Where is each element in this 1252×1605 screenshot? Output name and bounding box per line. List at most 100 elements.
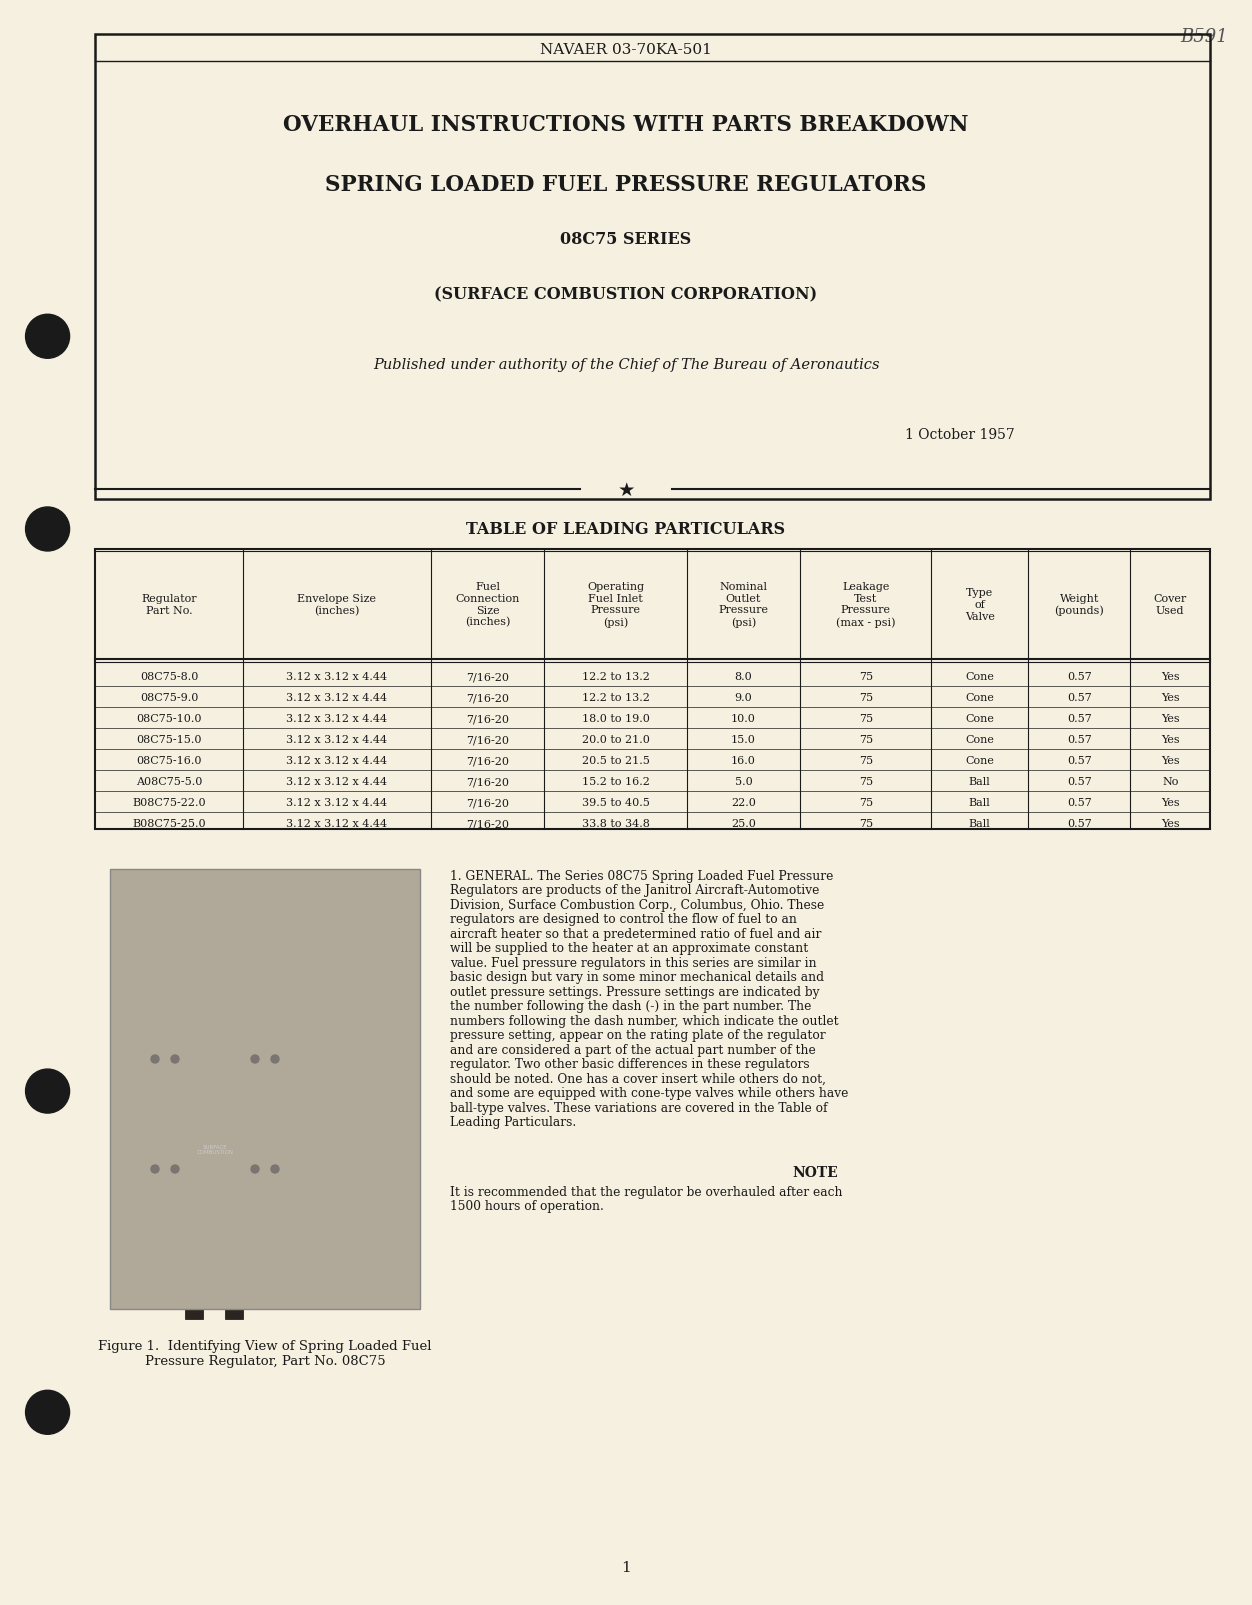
Text: 08C75-16.0: 08C75-16.0 (136, 756, 202, 766)
Text: Cone: Cone (965, 714, 994, 724)
Text: 1. GENERAL. The Series 08C75 Spring Loaded Fuel Pressure: 1. GENERAL. The Series 08C75 Spring Load… (449, 870, 834, 883)
Text: 15.2 to 16.2: 15.2 to 16.2 (582, 777, 650, 786)
Bar (110, 870, 419, 1310)
Text: value. Fuel pressure regulators in this series are similar in: value. Fuel pressure regulators in this … (449, 957, 816, 969)
Circle shape (151, 1165, 159, 1173)
Text: A08C75-5.0: A08C75-5.0 (135, 777, 202, 786)
Text: 7/16-20: 7/16-20 (466, 819, 510, 830)
Text: 3.12 x 3.12 x 4.44: 3.12 x 3.12 x 4.44 (287, 798, 387, 807)
Text: Cone: Cone (965, 735, 994, 745)
Text: B08C75-25.0: B08C75-25.0 (133, 819, 205, 830)
Text: 1500 hours of operation.: 1500 hours of operation. (449, 1201, 603, 1213)
Text: 0.57: 0.57 (1067, 693, 1092, 703)
Bar (95, 35, 1209, 499)
Text: 0.57: 0.57 (1067, 735, 1092, 745)
Text: 16.0: 16.0 (731, 756, 756, 766)
Text: 75: 75 (859, 777, 873, 786)
Text: 7/16-20: 7/16-20 (466, 693, 510, 703)
Text: Yes: Yes (1161, 798, 1179, 807)
Bar (95, 549, 1209, 830)
Text: Regulators are products of the Janitrol Aircraft-Automotive: Regulators are products of the Janitrol … (449, 884, 819, 897)
Text: Yes: Yes (1161, 672, 1179, 682)
Text: Yes: Yes (1161, 819, 1179, 830)
Text: 75: 75 (859, 693, 873, 703)
Circle shape (25, 1069, 70, 1114)
Text: Regulator
Part No.: Regulator Part No. (141, 594, 197, 615)
Text: aircraft heater so that a predetermined ratio of fuel and air: aircraft heater so that a predetermined … (449, 928, 821, 941)
Text: 75: 75 (859, 672, 873, 682)
Text: numbers following the dash number, which indicate the outlet: numbers following the dash number, which… (449, 1014, 839, 1027)
Text: 3.12 x 3.12 x 4.44: 3.12 x 3.12 x 4.44 (287, 714, 387, 724)
Text: 0.57: 0.57 (1067, 714, 1092, 724)
Text: 75: 75 (859, 819, 873, 830)
Circle shape (250, 1165, 259, 1173)
Text: 3.12 x 3.12 x 4.44: 3.12 x 3.12 x 4.44 (287, 756, 387, 766)
Text: will be supplied to the heater at an approximate constant: will be supplied to the heater at an app… (449, 942, 809, 955)
Text: 33.8 to 34.8: 33.8 to 34.8 (582, 819, 650, 830)
Text: 0.57: 0.57 (1067, 777, 1092, 786)
Text: 0.57: 0.57 (1067, 672, 1092, 682)
Text: 08C75-10.0: 08C75-10.0 (136, 714, 202, 724)
Bar (130, 1229, 150, 1244)
Text: ball-type valves. These variations are covered in the Table of: ball-type valves. These variations are c… (449, 1101, 828, 1114)
Text: 18.0 to 19.0: 18.0 to 19.0 (582, 714, 650, 724)
Text: Published under authority of the Chief of The Bureau of Aeronautics: Published under authority of the Chief o… (373, 358, 879, 372)
Text: 39.5 to 40.5: 39.5 to 40.5 (582, 798, 650, 807)
Text: Yes: Yes (1161, 756, 1179, 766)
Text: should be noted. One has a cover insert while others do not,: should be noted. One has a cover insert … (449, 1072, 826, 1085)
Circle shape (270, 1165, 279, 1173)
Text: Division, Surface Combustion Corp., Columbus, Ohio. These: Division, Surface Combustion Corp., Colu… (449, 899, 824, 912)
Text: basic design but vary in some minor mechanical details and: basic design but vary in some minor mech… (449, 971, 824, 984)
Text: Type
of
Valve: Type of Valve (965, 587, 994, 621)
Bar (280, 1239, 305, 1252)
Text: Ball: Ball (969, 777, 990, 786)
Text: Operating
Fuel Inlet
Pressure
(psi): Operating Fuel Inlet Pressure (psi) (587, 583, 644, 628)
Circle shape (25, 507, 70, 552)
Text: 9.0: 9.0 (735, 693, 752, 703)
Text: No: No (1162, 777, 1178, 786)
Text: Leading Particulars.: Leading Particulars. (449, 1115, 576, 1128)
Text: 7/16-20: 7/16-20 (466, 714, 510, 724)
Text: Yes: Yes (1161, 714, 1179, 724)
Text: 08C75-15.0: 08C75-15.0 (136, 735, 202, 745)
Text: Fuel
Connection
Size
(inches): Fuel Connection Size (inches) (456, 583, 520, 628)
Circle shape (151, 1056, 159, 1064)
Text: Cone: Cone (965, 672, 994, 682)
Polygon shape (140, 1209, 280, 1289)
Text: 25.0: 25.0 (731, 819, 756, 830)
Text: 75: 75 (859, 735, 873, 745)
Text: 7/16-20: 7/16-20 (466, 735, 510, 745)
Text: 3.12 x 3.12 x 4.44: 3.12 x 3.12 x 4.44 (287, 672, 387, 682)
Text: Ball: Ball (969, 819, 990, 830)
Text: 08C75-8.0: 08C75-8.0 (140, 672, 198, 682)
Text: 0.57: 0.57 (1067, 756, 1092, 766)
Circle shape (172, 1056, 179, 1064)
Text: 15.0: 15.0 (731, 735, 756, 745)
Text: regulators are designed to control the flow of fuel to an: regulators are designed to control the f… (449, 913, 796, 926)
Text: Cover
Used: Cover Used (1153, 594, 1187, 615)
Circle shape (25, 315, 70, 360)
Text: Nominal
Outlet
Pressure
(psi): Nominal Outlet Pressure (psi) (719, 583, 769, 628)
Text: NAVAER 03-70KA-501: NAVAER 03-70KA-501 (540, 43, 712, 56)
Text: 75: 75 (859, 714, 873, 724)
Text: 7/16-20: 7/16-20 (466, 756, 510, 766)
Text: Leakage
Test
Pressure
(max - psi): Leakage Test Pressure (max - psi) (836, 583, 895, 628)
Text: OVERHAUL INSTRUCTIONS WITH PARTS BREAKDOWN: OVERHAUL INSTRUCTIONS WITH PARTS BREAKDO… (283, 114, 969, 136)
Text: 1 October 1957: 1 October 1957 (905, 429, 1015, 441)
Text: It is recommended that the regulator be overhauled after each: It is recommended that the regulator be … (449, 1184, 843, 1199)
Text: the number following the dash (-) in the part number. The: the number following the dash (-) in the… (449, 1000, 811, 1013)
Circle shape (270, 1056, 279, 1064)
Text: B591: B591 (1179, 27, 1228, 47)
Text: 12.2 to 13.2: 12.2 to 13.2 (582, 693, 650, 703)
Text: Cone: Cone (965, 693, 994, 703)
Text: 1: 1 (621, 1560, 631, 1575)
Text: 75: 75 (859, 798, 873, 807)
Circle shape (250, 1056, 259, 1064)
Polygon shape (195, 899, 235, 1040)
Text: Envelope Size
(inches): Envelope Size (inches) (297, 594, 377, 616)
Text: 3.12 x 3.12 x 4.44: 3.12 x 3.12 x 4.44 (287, 819, 387, 830)
Text: SPRING LOADED FUEL PRESSURE REGULATORS: SPRING LOADED FUEL PRESSURE REGULATORS (326, 173, 926, 196)
Text: SURFACE
COMBUSTION: SURFACE COMBUSTION (197, 1144, 234, 1154)
Text: 75: 75 (859, 756, 873, 766)
Text: 10.0: 10.0 (731, 714, 756, 724)
